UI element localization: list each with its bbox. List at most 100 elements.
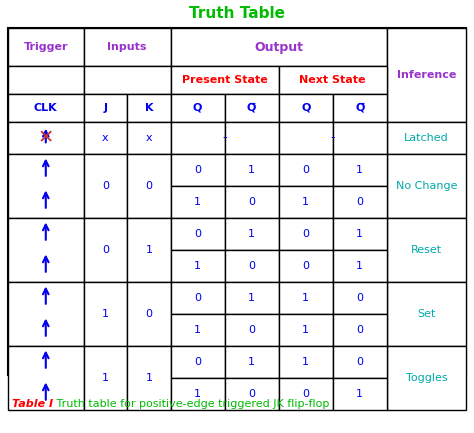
Text: -: - [330, 132, 335, 145]
Bar [127, 346, 171, 410]
Bar [127, 218, 171, 282]
Text: 1: 1 [356, 165, 363, 175]
Bar [83, 66, 171, 94]
Text: 1: 1 [356, 389, 363, 399]
Bar [83, 94, 127, 122]
Bar [333, 282, 387, 314]
Text: 1: 1 [248, 229, 255, 239]
Bar [387, 28, 466, 122]
Text: 0: 0 [302, 165, 309, 175]
Bar [171, 250, 225, 282]
Bar [279, 186, 333, 218]
Bar [279, 314, 333, 346]
Text: Trigger: Trigger [24, 42, 68, 52]
Bar [225, 250, 279, 282]
Text: 0: 0 [356, 357, 363, 367]
Text: 0: 0 [102, 245, 109, 255]
Bar [171, 282, 225, 314]
Text: 1: 1 [302, 325, 309, 335]
Text: 1: 1 [194, 261, 201, 271]
Bar [225, 154, 279, 186]
Text: No Change: No Change [396, 181, 457, 191]
Text: 0: 0 [248, 389, 255, 399]
Text: 1: 1 [102, 309, 109, 319]
Bar [333, 154, 387, 186]
Text: Q̅: Q̅ [247, 103, 256, 113]
Bar [171, 314, 225, 346]
Bar [171, 28, 387, 66]
Text: Reset: Reset [411, 245, 442, 255]
Bar [225, 122, 279, 154]
Text: Present State: Present State [182, 75, 267, 85]
Text: 0: 0 [194, 229, 201, 239]
Text: 0: 0 [248, 325, 255, 335]
Text: 0: 0 [194, 293, 201, 303]
Text: Truth table for positive-edge triggered JK flip-flop: Truth table for positive-edge triggered … [46, 399, 329, 409]
Bar [8, 94, 83, 122]
Bar [387, 346, 466, 410]
Text: 1: 1 [194, 325, 201, 335]
Bar [225, 314, 279, 346]
Text: 1: 1 [146, 245, 152, 255]
Bar [83, 218, 127, 282]
Bar [127, 282, 171, 346]
Text: Q: Q [301, 103, 310, 113]
Bar [83, 346, 127, 410]
Text: -: - [222, 132, 227, 145]
Bar [279, 154, 333, 186]
Bar [333, 186, 387, 218]
Bar [83, 154, 127, 218]
Bar [333, 346, 387, 378]
Bar [8, 154, 83, 218]
Text: 1: 1 [194, 389, 201, 399]
Text: Latched: Latched [404, 133, 449, 143]
Text: 1: 1 [356, 261, 363, 271]
Text: 1: 1 [146, 373, 152, 383]
Bar [171, 186, 225, 218]
Text: 0: 0 [194, 165, 201, 175]
Bar [171, 378, 225, 410]
Bar [8, 282, 83, 346]
Bar [225, 218, 279, 250]
Text: 0: 0 [356, 325, 363, 335]
Bar [225, 186, 279, 218]
Text: 0: 0 [146, 309, 152, 319]
Bar [387, 122, 466, 154]
Text: 0: 0 [194, 357, 201, 367]
Bar [279, 250, 333, 282]
Bar [171, 218, 225, 250]
Bar [225, 282, 279, 314]
Bar [8, 28, 466, 375]
Text: 1: 1 [102, 373, 109, 383]
Text: 0: 0 [356, 197, 363, 207]
Text: Truth Table: Truth Table [189, 6, 285, 22]
Text: ✕: ✕ [37, 129, 54, 148]
Bar [333, 94, 387, 122]
Text: 1: 1 [248, 357, 255, 367]
Text: Next State: Next State [300, 75, 366, 85]
Text: Set: Set [417, 309, 436, 319]
Bar [279, 346, 333, 378]
Bar [333, 122, 387, 154]
Bar [171, 122, 225, 154]
Text: 0: 0 [248, 197, 255, 207]
Text: Toggles: Toggles [406, 373, 447, 383]
Bar [8, 218, 83, 282]
Text: 0: 0 [302, 229, 309, 239]
Text: 0: 0 [146, 181, 152, 191]
Text: Q: Q [193, 103, 202, 113]
Text: 1: 1 [248, 293, 255, 303]
Text: 1: 1 [302, 293, 309, 303]
Text: J: J [103, 103, 107, 113]
Text: 1: 1 [302, 197, 309, 207]
Bar [83, 28, 171, 66]
Text: K: K [145, 103, 153, 113]
Bar [83, 282, 127, 346]
Text: 1: 1 [356, 229, 363, 239]
Bar [171, 94, 225, 122]
Bar [8, 28, 83, 66]
Bar [387, 154, 466, 218]
Text: CLK: CLK [34, 103, 58, 113]
Bar [171, 66, 279, 94]
Bar [279, 282, 333, 314]
